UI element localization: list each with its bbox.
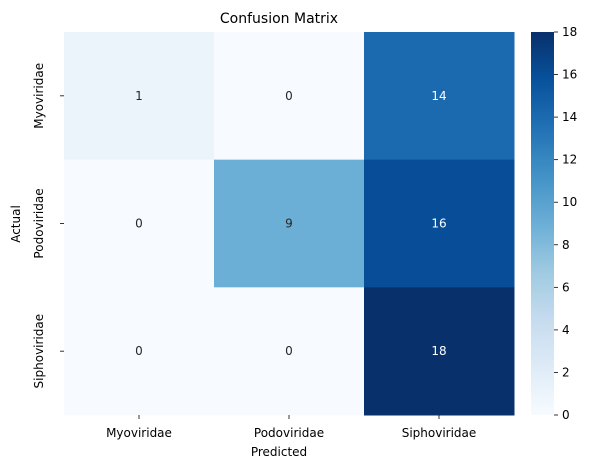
- y-axis-label: Actual: [9, 205, 23, 243]
- colorbar-tick-label: 0: [562, 408, 570, 422]
- colorbar-gradient: [531, 32, 554, 415]
- x-tick-label: Podoviridae: [254, 426, 324, 440]
- y-tick-label: Myoviridae: [32, 63, 46, 129]
- cell-value-label: 0: [285, 89, 293, 103]
- colorbar-tick-label: 10: [562, 195, 577, 209]
- colorbar-tick-label: 8: [562, 238, 570, 252]
- cell-value-label: 0: [135, 344, 143, 358]
- cell-value-label: 14: [431, 89, 446, 103]
- colorbar-tick-label: 16: [562, 68, 577, 82]
- cell-value-label: 16: [431, 217, 446, 231]
- colorbar-tick-label: 2: [562, 365, 570, 379]
- cell-value-label: 18: [431, 344, 446, 358]
- x-axis-label: Predicted: [251, 445, 307, 459]
- chart-title: Confusion Matrix: [220, 11, 338, 27]
- x-tick-label: Myoviridae: [106, 426, 172, 440]
- cell-value-label: 1: [135, 89, 143, 103]
- colorbar-tick-label: 4: [562, 323, 570, 337]
- colorbar-tick-label: 6: [562, 280, 570, 294]
- y-tick-label: Podoviridae: [32, 188, 46, 258]
- colorbar-tick-label: 14: [562, 110, 577, 124]
- x-axis: Myoviridae Podoviridae Siphoviridae: [106, 415, 476, 440]
- cell-value-label: 0: [285, 344, 293, 358]
- x-tick-label: Siphoviridae: [402, 426, 477, 440]
- cell-value-label: 9: [285, 217, 293, 231]
- colorbar-tick-label: 12: [562, 153, 577, 167]
- colorbar-tick-label: 18: [562, 25, 577, 39]
- y-tick-label: Siphoviridae: [32, 314, 46, 389]
- colorbar: 0 2 4 6 8 10 12 14 16 18: [531, 25, 577, 422]
- y-axis: Myoviridae Podoviridae Siphoviridae: [32, 63, 64, 389]
- cell-value-label: 0: [135, 217, 143, 231]
